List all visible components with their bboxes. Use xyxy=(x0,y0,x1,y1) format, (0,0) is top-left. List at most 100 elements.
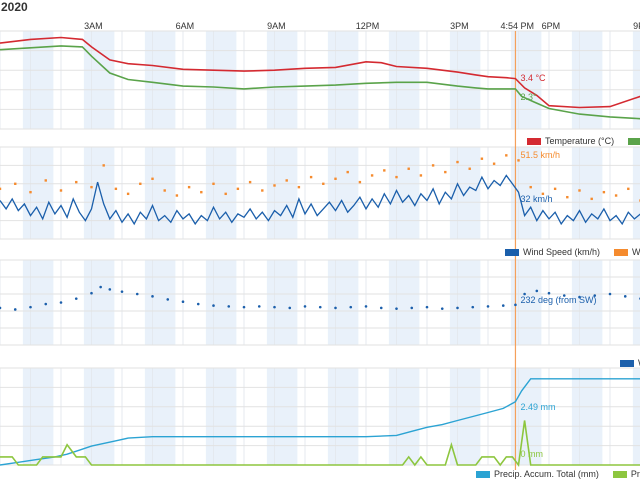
shade-band xyxy=(205,147,237,239)
wind-direction-point xyxy=(29,305,32,309)
wind-direction-point xyxy=(288,306,292,310)
wind-direction-point xyxy=(120,290,124,293)
shade-band xyxy=(449,260,481,345)
wind-gust-point xyxy=(419,174,423,177)
legend-label: Precip. Accum. Total (mm) xyxy=(494,469,599,479)
shade-band xyxy=(144,31,176,129)
wind-speed-line xyxy=(0,174,640,226)
shade-band xyxy=(388,260,420,345)
legend-item[interactable]: W xyxy=(620,358,640,368)
wind-gust-point xyxy=(505,154,508,157)
hour-label: 3AM xyxy=(84,21,103,31)
wind-gust-point xyxy=(114,187,118,191)
wind-direction-point xyxy=(349,305,353,309)
shade-band xyxy=(571,31,603,129)
wind-gust-point xyxy=(175,194,179,197)
wind-gust-point xyxy=(517,159,520,162)
legend-item[interactable]: Preci xyxy=(612,469,640,479)
wind-speed-callout: 32 km/h xyxy=(520,194,553,204)
shade-band xyxy=(632,31,640,129)
wind-gust-point xyxy=(480,157,484,160)
hour-label: 6PM xyxy=(541,21,561,31)
current-time-label: 4:54 PM xyxy=(500,21,534,31)
wind-direction-point xyxy=(196,302,200,306)
legend-swatch xyxy=(614,248,629,256)
legend-label: Wind xyxy=(632,247,640,257)
shade-band xyxy=(144,147,176,239)
shade-band xyxy=(83,368,115,465)
chart-legend: Temperature (°C) xyxy=(527,136,640,146)
shade-band xyxy=(83,31,115,129)
wind-direction-point xyxy=(501,304,505,307)
wind-gust-point xyxy=(261,189,264,192)
wind-direction-point xyxy=(212,304,215,307)
legend-label: Preci xyxy=(630,469,640,479)
wind-direction-point xyxy=(379,306,383,310)
hour-label: 12PM xyxy=(355,21,380,31)
legend-swatch xyxy=(505,248,519,256)
shade-band xyxy=(266,147,298,239)
wind-gust-point xyxy=(444,170,447,174)
wind-gust-point xyxy=(285,179,288,182)
shade-band xyxy=(327,31,359,129)
dew-point-callout: 2.3° xyxy=(520,92,537,102)
wind-direction-point xyxy=(547,291,551,295)
wind-gust-point xyxy=(456,160,459,164)
wind-direction-point xyxy=(242,305,246,309)
temperature-line xyxy=(0,36,640,109)
shade-band xyxy=(388,147,420,239)
shade-band xyxy=(83,147,115,239)
shade-band xyxy=(632,147,640,239)
wind-gust-point xyxy=(14,182,17,185)
shade-band xyxy=(571,147,603,239)
wind-gust-point xyxy=(627,187,630,191)
legend-item[interactable]: Precip. Accum. Total (mm) xyxy=(476,469,599,479)
chart-legend: W xyxy=(620,358,640,368)
temperature-callout: 3.4 °C xyxy=(520,73,546,83)
wind-gust-point xyxy=(602,190,606,194)
wind-gust-point xyxy=(614,194,618,197)
hour-label: 3PM xyxy=(450,21,469,31)
wind-direction-point xyxy=(99,285,102,289)
wind-gust-point xyxy=(578,189,581,192)
wind-gust-point xyxy=(468,167,471,170)
wind-gust-point xyxy=(492,162,496,165)
legend-swatch xyxy=(628,137,640,145)
shade-band xyxy=(22,31,54,129)
wind-gust-point xyxy=(358,180,362,184)
wind-gust-point xyxy=(431,164,435,167)
wind-direction-point xyxy=(410,306,414,310)
shade-band xyxy=(83,260,115,345)
wind-direction-point xyxy=(227,305,231,308)
wind-direction-point xyxy=(318,305,322,309)
wind-direction-point xyxy=(535,289,539,293)
wind-direction-point xyxy=(471,305,475,309)
chart-legend: Wind Speed (km/h) Wind xyxy=(505,247,640,257)
precip-rate-line xyxy=(0,420,640,468)
wind-direction-point xyxy=(514,303,517,307)
wind-gust-point xyxy=(248,180,252,184)
legend-item[interactable]: Temperature (°C) xyxy=(527,136,614,146)
legend-label: Wind Speed (km/h) xyxy=(523,247,601,257)
wind-direction-point xyxy=(135,292,139,296)
wind-direction-point xyxy=(608,292,612,296)
wind-gust-callout: 51.5 km/h xyxy=(520,150,560,160)
legend-item[interactable]: Wind xyxy=(614,247,640,257)
shade-band xyxy=(449,368,481,465)
legend-item[interactable]: Wind Speed (km/h) xyxy=(505,247,600,257)
wind-direction-point xyxy=(90,291,93,295)
wind-direction-point xyxy=(273,305,276,309)
wind-direction-point xyxy=(578,295,581,299)
wind-direction-point xyxy=(166,298,170,301)
shade-band xyxy=(449,31,481,129)
hour-label: 9PM xyxy=(633,21,640,31)
wind-direction-point xyxy=(364,305,368,308)
wind-direction-point xyxy=(425,305,429,309)
legend-item[interactable] xyxy=(628,137,640,145)
legend-label: Temperature (°C) xyxy=(545,136,615,146)
wind-gust-point xyxy=(75,180,78,184)
wind-direction-point xyxy=(523,292,526,296)
wind-gust-point xyxy=(334,177,337,180)
wind-gust-point xyxy=(44,179,47,182)
legend-swatch xyxy=(612,470,627,478)
